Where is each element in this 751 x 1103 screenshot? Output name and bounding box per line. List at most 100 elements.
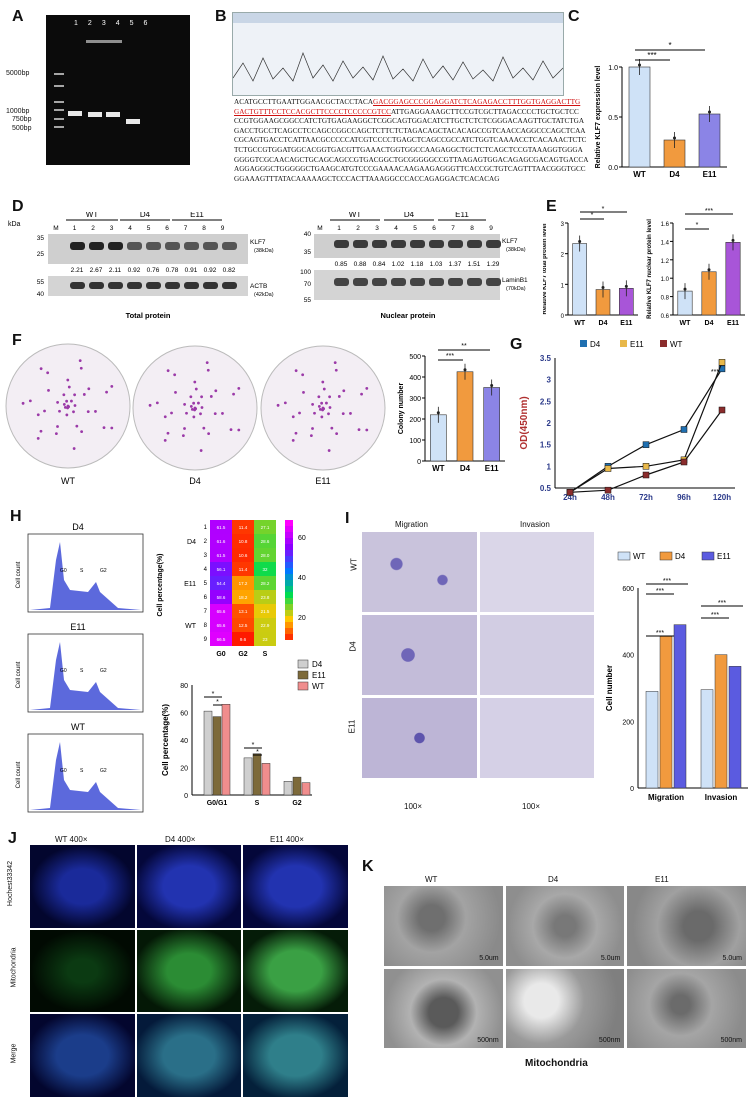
colorbar-step [285,622,293,628]
x-tick-label: WT [432,464,445,473]
bar [714,654,728,789]
data-point [731,238,735,242]
hist-title: WT [71,722,85,732]
colony-dot [79,366,83,370]
colony-dot [62,403,66,406]
bar [483,387,500,462]
y-tick-label: 200 [409,417,421,424]
y-tick-label: 500 [409,354,421,361]
sig-label: * [602,206,605,213]
mw-label: 40 [304,231,312,238]
x-tick-label: 48h [601,493,615,502]
colony-dot [148,403,152,407]
x-tick-label: Migration [648,793,684,802]
bar [243,757,253,796]
blot-band [486,240,501,248]
marker-1000: 1000bp [6,108,30,115]
colony-dot [335,432,339,436]
colony-dot [318,407,322,411]
y-tick-label: 0.0 [608,165,618,172]
sig-label: *** [663,578,671,585]
sig-label: * [256,749,259,756]
legend-label: D4 [312,660,323,669]
legend-label: E11 [312,671,326,680]
x-tick-label: S [255,800,260,807]
seq-line: AGGAGGGCTGGGGGCTGAAGCATGTCCCGAAAACAAGAAG… [234,165,586,174]
heat-ylabel: Cell percentage(%) [157,553,164,616]
lane-label: 7 [451,225,455,232]
heat-value: 23.8 [261,595,270,600]
colony-dot [63,405,67,409]
colony-dot [328,395,332,399]
colony-dot [237,386,241,390]
heat-row-label: 6 [204,595,208,601]
heat-value: 10.8 [239,539,248,544]
heat-value: 9.6 [240,637,247,642]
blot-band [372,240,387,248]
sig-label: * [696,222,699,229]
chart-g: 0.5 1 1.5 2 2.5 3 3.5 24h 48h 72h 96h 120h OD(450nm)… [519,340,735,502]
blot-band [410,240,425,248]
colorbar-label: 20 [298,615,306,622]
legend-swatch [660,340,667,347]
transwell-image [362,615,477,695]
density-value: 2.67 [90,267,103,274]
hist-title: D4 [72,522,84,532]
fluor-image [30,845,135,928]
colony-dot [46,371,50,375]
panel-letter-j: J [8,830,17,847]
colony-dot [213,412,217,416]
scale-bar: 5.0um [600,954,621,962]
density-value: 0.85 [335,261,348,268]
sig-label: *** [656,588,664,595]
histogram-area [30,742,141,810]
colony-dot [294,431,298,435]
heat-cell [210,534,232,548]
colony-dot [360,392,363,396]
chromatogram-trace [232,52,564,82]
colony-dot [341,412,345,416]
legend-label: WT [670,340,683,349]
colorbar-step [285,580,293,586]
heat-value: 61.5 [217,525,226,530]
blot-band [146,282,161,289]
blot-band [429,278,444,286]
seq-line: CCGTGGAAGCGGCCATCTGTGAGAAGGCTCGGCAGTGGAC… [234,117,585,126]
heat-group-label: E11 [184,581,196,588]
heat-cell [232,618,254,632]
group-label: E11 [190,212,204,219]
fluor-image [136,1014,242,1097]
lane-label: 8 [202,225,206,232]
y-tick-label: 1.0 [661,277,670,283]
colorbar-step [285,628,293,634]
legend-label: D4 [590,340,601,349]
bar [728,666,742,789]
histogram-area [30,542,141,610]
colony-dot [328,406,332,409]
y-tick-label: 0.5 [608,115,618,122]
i-col-migration: Migration [395,520,428,529]
heat-cell [254,604,276,618]
lane-label: 3 [375,225,379,232]
sig-label: *** [705,208,713,215]
bar [261,763,271,796]
y-axis-label: Relative KLF7 expression level [595,66,602,169]
y-tick-label: 1.5 [540,441,552,450]
colony-dot [163,438,167,442]
colony-dot [87,387,91,391]
colony-dot [221,412,224,415]
colony-dot [291,438,295,442]
j-row-hoechst: Hochest33342 [7,860,15,907]
data-point [436,411,440,415]
i-row-e11: E11 [347,719,357,734]
colony-dot [365,428,369,432]
y-tick-label: 1.0 [608,65,618,72]
sig-label: *** [711,369,719,376]
heat-cell [254,562,276,576]
y-axis-label: OD(450nm) [519,396,530,449]
lane-label: M [53,225,58,232]
bar [628,66,651,168]
colony-dot [173,373,177,377]
heat-row-label: 7 [204,609,208,615]
heat-value: 21.5 [261,609,270,614]
